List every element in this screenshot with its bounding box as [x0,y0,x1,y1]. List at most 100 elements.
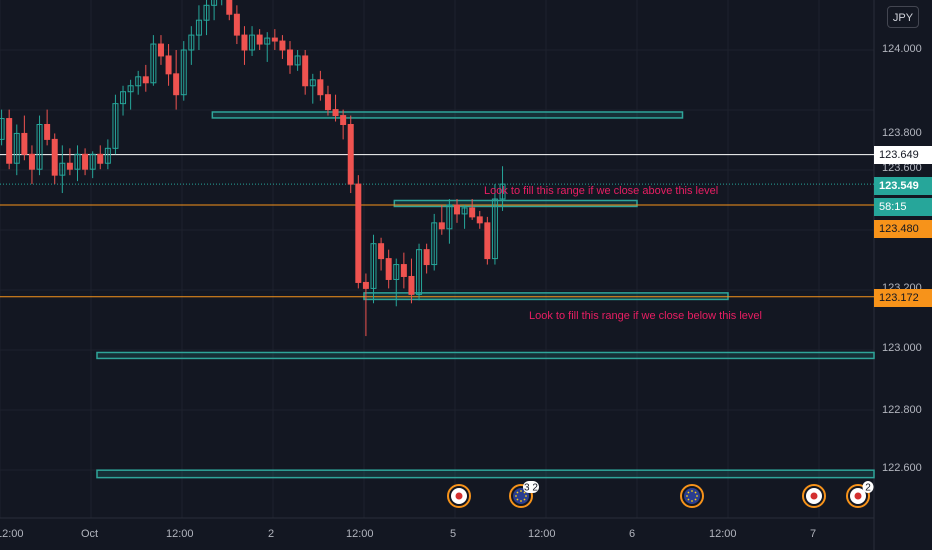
candle-up [135,76,142,87]
candle-down [408,275,415,295]
candle-up [461,207,468,215]
jp-event-icon[interactable] [802,484,826,508]
range-zone[interactable] [393,199,638,208]
candle-down [66,162,73,170]
x-tick: 12:00 [0,528,24,540]
orange-upper-price-tag: 123.480 [874,220,932,238]
candle-down [355,183,362,283]
candle-up [264,37,271,45]
horizontal-levels[interactable] [0,154,874,298]
range-zone[interactable] [211,111,684,119]
event-markers[interactable]: 3 2 2 [447,481,874,508]
candle-down [324,94,331,111]
candle-up [309,79,316,87]
range-zone[interactable] [363,292,729,301]
candle-up [13,132,20,164]
candle-up [491,198,498,260]
event-count-badge: 3 2 [523,481,539,494]
candle-up [150,43,157,84]
candle-down [51,138,58,176]
candle-down [279,40,286,51]
range-zone[interactable] [96,469,875,479]
candle-down [97,153,104,164]
candle-down [142,76,149,84]
y-tick-123800: 123.800 [882,127,922,139]
candle-up [89,153,96,170]
x-tick: 6 [629,528,636,540]
candle-down [271,37,278,42]
candle-up [188,34,195,51]
eu-event-icon[interactable] [509,484,533,508]
candle-down [28,153,35,170]
y-tick-122800: 122.800 [882,404,922,416]
candle-down [233,13,240,36]
candle-down [453,204,460,215]
upper-range-annotation[interactable]: Look to fill this range if we close abov… [484,185,719,197]
eu-event-icon[interactable] [680,484,704,508]
candle-down [157,43,164,57]
candle-up [120,91,127,105]
candle-down [385,258,392,280]
currency-button[interactable]: JPY [887,6,919,28]
candle-up [203,4,210,21]
candle-down [82,153,89,170]
range-zones[interactable] [96,111,875,479]
x-tick: Oct [81,528,99,540]
x-tick: 12:00 [346,528,374,540]
candle-up [431,222,438,266]
candle-down [173,73,180,96]
x-tick: 12:00 [528,528,556,540]
candle-up [249,34,256,51]
candle-down [287,49,294,66]
candle-down [6,118,13,164]
candle-down [469,207,476,218]
jp-event-icon[interactable] [846,484,870,508]
candle-down [347,124,354,185]
y-tick-123600: 123.600 [882,162,922,174]
candle-down [423,249,430,266]
svg-text:2: 2 [865,483,871,494]
candle-up [104,147,111,164]
candle-up [127,85,134,93]
candle-up [446,204,453,230]
y-tick-124000: 124.000 [882,43,922,55]
y-tick-123000: 123.000 [882,342,922,354]
candle-up [112,103,119,149]
candle-down [256,34,263,45]
candle-up [195,19,202,36]
candle-down [400,264,407,277]
candle-up [416,249,423,295]
x-tick: 5 [450,528,457,540]
candle-down [317,79,324,96]
candle-down [226,0,233,15]
x-tick: 7 [810,528,817,540]
x-tick: 2 [268,528,275,540]
candle-down [476,216,483,224]
candle-up [499,183,506,200]
candle-down [241,34,248,51]
y-tick-122600: 122.600 [882,462,922,474]
candle-up [370,243,377,289]
candle-down [302,55,309,87]
candle-up [36,124,43,170]
range-zone[interactable] [96,351,875,360]
lower-range-annotation[interactable]: Look to fill this range if we close belo… [529,310,762,322]
jp-event-icon[interactable] [447,484,471,508]
x-tick: 12:00 [166,528,194,540]
candle-down [21,132,28,155]
event-count-badge: 2 [862,481,874,494]
candle-up [393,264,400,280]
candlesticks [0,0,506,337]
current-price-tag: 123.549 [874,177,932,195]
candle-down [332,109,339,117]
candle-down [44,124,51,140]
candle-down [165,55,172,75]
candle-down [362,281,369,289]
candle-up [294,55,301,66]
orange-lower-price-tag: 123.172 [874,289,932,307]
candle-up [0,118,5,140]
candle-down [438,222,445,230]
candle-down [378,243,385,260]
